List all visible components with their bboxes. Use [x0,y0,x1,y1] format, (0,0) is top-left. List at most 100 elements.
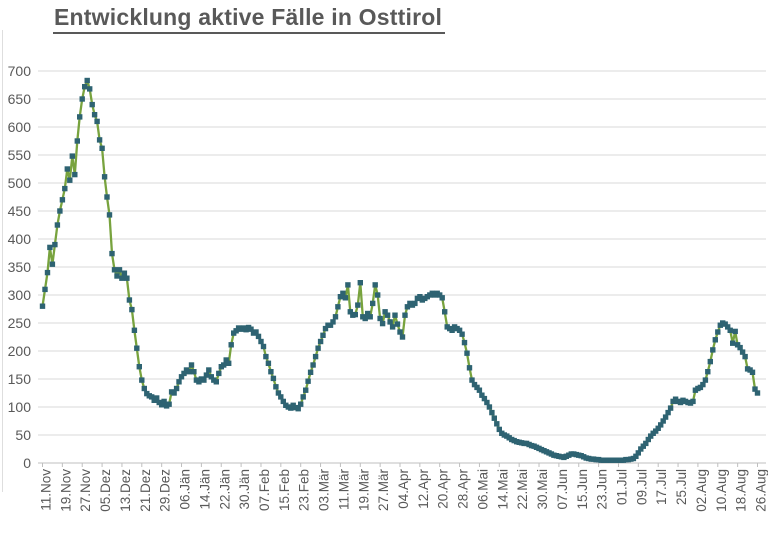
data-point-marker [126,297,133,303]
data-point-marker [439,295,445,301]
data-point-marker [362,315,368,322]
data-point-marker [372,282,378,288]
data-point-marker [64,166,70,172]
data-point-marker [710,347,716,353]
data-point-marker [355,302,361,308]
data-point-marker [178,374,185,380]
x-axis-tick-label: 20.Apr [436,469,451,509]
x-axis-tick-label: 22.Mai [515,469,530,510]
data-point-marker [640,443,646,449]
data-point-marker [715,329,721,335]
data-point-marker [303,387,309,393]
data-point-marker [196,379,202,385]
data-point-marker [648,433,654,439]
data-point-marker [310,362,316,368]
data-point-marker [121,270,128,276]
data-point-marker [288,405,294,411]
data-point-marker [44,269,51,276]
y-axis-tick-label: 350 [8,259,32,275]
data-point-marker [62,185,68,192]
x-axis-tick-label: 12.Apr [416,469,431,509]
data-point-marker [275,390,282,396]
data-point-marker [91,112,98,118]
data-point-marker [461,339,468,346]
data-point-marker [131,327,138,333]
data-point-marker [712,337,718,343]
data-point-marker [489,409,495,416]
data-point-marker [387,319,393,325]
data-point-marker [705,369,711,375]
data-point-marker [727,327,733,333]
data-point-marker [471,381,478,388]
y-axis-tick-label: 250 [8,315,32,331]
data-point-marker [655,425,661,431]
x-axis-tick-label: 04.Apr [396,469,411,509]
data-point-marker [469,377,475,383]
data-point-marker [352,311,358,318]
data-point-marker [79,96,85,102]
data-point-marker [213,379,219,385]
data-point-marker [84,77,90,84]
data-point-marker [494,421,500,427]
x-axis-tick-label: 19.Nov [58,469,73,512]
x-axis-tick-label: 01.Jul [615,469,630,505]
data-point-marker [337,294,344,300]
data-point-marker [295,406,301,412]
data-point-marker [402,312,408,318]
x-axis-tick-label: 15.Feb [277,469,292,511]
x-axis-tick-label: 13.Dez [118,469,133,512]
data-point-marker [345,282,351,288]
data-point-marker [732,328,738,335]
data-point-marker [404,304,411,310]
data-point-marker [191,369,197,375]
data-point-marker [459,331,465,337]
data-point-marker [754,390,761,396]
data-point-marker [665,409,671,416]
data-point-marker [397,329,403,335]
x-axis-tick-label: 18.Aug [734,469,749,512]
data-point-marker [749,369,756,375]
data-point-marker [653,428,659,434]
y-axis-tick-label: 150 [8,371,32,387]
data-point-marker [370,300,376,307]
x-axis-tick-label: 21.Dez [138,469,153,512]
data-point-marker [734,342,741,348]
data-point-marker [124,275,130,281]
data-point-marker [52,241,58,248]
data-point-marker [208,374,214,380]
x-axis-tick-label: 29.Dez [158,469,173,512]
data-point-marker [136,364,142,370]
y-axis-tick-label: 100 [8,399,32,415]
data-point-marker [491,415,497,421]
data-point-marker [221,362,227,368]
data-point-marker [226,360,232,366]
x-axis-tick-label: 17.Jul [654,469,669,505]
data-point-marker [330,319,336,325]
x-axis-tick-label: 23.Feb [297,469,312,511]
x-axis-tick-label: 11.Nov [39,469,54,511]
data-point-marker [223,357,229,363]
y-axis-tick-label: 550 [8,147,32,163]
data-point-marker [305,378,311,384]
data-point-marker [484,399,490,406]
data-point-marker [159,402,165,408]
data-point-marker [660,418,666,424]
data-point-marker [317,338,324,345]
data-point-marker [332,314,339,320]
x-axis-tick-label: 22.Jän [217,469,232,510]
data-point-marker [481,395,488,402]
data-point-marker [278,394,284,400]
data-point-marker [154,395,160,401]
data-point-marker [248,326,254,332]
data-point-marker [77,114,83,120]
data-point-marker [101,174,108,180]
data-point-marker [449,327,455,333]
data-point-marker [442,309,448,315]
data-point-marker [57,208,63,214]
data-point-marker [265,360,272,366]
data-point-marker [725,324,731,330]
data-point-marker [263,353,269,360]
data-point-marker [662,414,669,420]
data-point-marker [307,369,314,375]
